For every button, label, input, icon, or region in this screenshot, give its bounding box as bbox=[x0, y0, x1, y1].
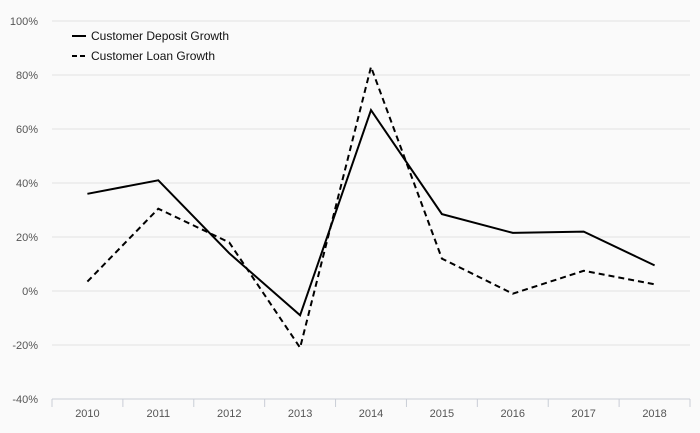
x-axis: 2010 2011 2012 2013 2014 2015 2016 2017 2018 bbox=[51, 398, 691, 420]
y-tick-label: 100% bbox=[10, 16, 38, 28]
y-tick-label: 60% bbox=[16, 124, 38, 136]
y-axis-tick-labels: -40% -20% 0% 20% 40% 60% 80% 100% bbox=[10, 16, 38, 406]
series-lines bbox=[86, 63, 656, 351]
x-tick-label: 2011 bbox=[147, 408, 171, 420]
x-tick-label: 2010 bbox=[75, 408, 99, 420]
y-tick-label: 80% bbox=[16, 70, 38, 82]
legend-label-customer-loan-growth: Customer Loan Growth bbox=[91, 49, 215, 63]
y-tick-label: 20% bbox=[16, 232, 38, 244]
series-line-customer-deposit-growth bbox=[87, 107, 656, 318]
legend: Customer Deposit Growth Customer Loan Gr… bbox=[72, 29, 229, 63]
y-tick-label: -40% bbox=[12, 394, 38, 406]
grid-lines bbox=[52, 20, 690, 346]
x-tick-label: 2018 bbox=[642, 408, 666, 420]
x-tick-label: 2012 bbox=[217, 408, 241, 420]
x-tick-label: 2014 bbox=[359, 408, 383, 420]
x-tick-label: 2017 bbox=[571, 408, 595, 420]
x-tick-label: 2013 bbox=[288, 408, 312, 420]
y-tick-label: -20% bbox=[12, 340, 38, 352]
y-tick-label: 0% bbox=[22, 286, 38, 298]
x-tick-label: 2015 bbox=[430, 408, 454, 420]
legend-label-customer-deposit-growth: Customer Deposit Growth bbox=[91, 29, 229, 43]
x-tick-label: 2016 bbox=[501, 408, 525, 420]
y-tick-label: 40% bbox=[16, 178, 38, 190]
